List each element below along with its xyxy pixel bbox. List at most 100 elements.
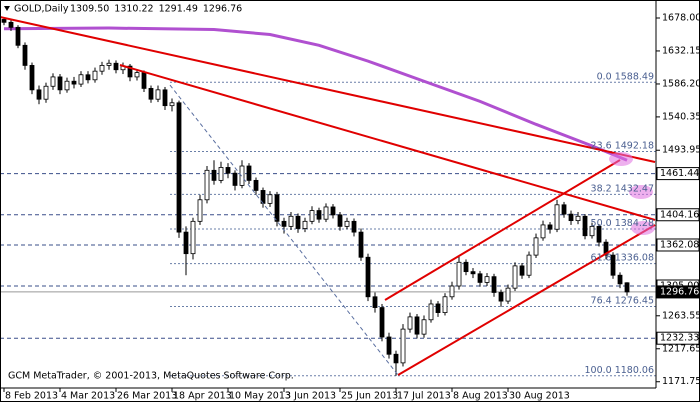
candle-body <box>344 220 350 227</box>
candle-body <box>323 206 329 220</box>
y-tick-label: 1586.20 <box>662 78 700 89</box>
candle-body <box>169 102 175 107</box>
candle-body <box>561 204 567 215</box>
candle-body <box>589 225 595 237</box>
trendline <box>0 16 656 163</box>
candle-body <box>232 172 238 186</box>
candle-body <box>22 44 28 66</box>
price-box-label: 1461.44 <box>660 168 699 179</box>
candle-body <box>533 237 539 256</box>
candle-body <box>162 89 168 107</box>
candle-body <box>554 204 560 230</box>
y-tick-label: 1171.75 <box>662 376 700 387</box>
candle-body <box>288 215 294 227</box>
plot-area <box>0 16 656 377</box>
candle-body <box>281 220 287 227</box>
fib-level: 23.6 <box>591 140 612 151</box>
candle-body <box>470 271 476 275</box>
candle-body <box>575 215 581 222</box>
candle-body <box>337 214 343 227</box>
candle-body <box>225 167 231 174</box>
fib-price: 1180.06 <box>615 364 654 375</box>
candle-body <box>57 76 63 91</box>
fib-level: 50.0 <box>591 218 612 229</box>
fib-label: 61.8 1336.08 <box>591 252 654 263</box>
price-box <box>656 167 700 181</box>
candle-body <box>29 65 35 91</box>
candle-body <box>519 265 525 276</box>
candle-body <box>64 80 70 91</box>
candle-body <box>302 220 308 229</box>
candle-body <box>85 74 91 81</box>
candle-body <box>218 167 224 181</box>
price-box <box>656 331 700 345</box>
fib-level: 76.4 <box>591 295 612 306</box>
highlight <box>631 221 655 235</box>
candle-body <box>134 72 140 78</box>
fib-level: 38.2 <box>591 183 612 194</box>
x-tick-label: 4 Mar 2013 <box>61 391 115 402</box>
y-tick-label: 1493.95 <box>662 145 700 156</box>
candle-body <box>442 296 448 313</box>
fib-price: 1432.47 <box>615 183 654 194</box>
candle-body <box>484 276 490 283</box>
trendline <box>384 159 621 301</box>
candle-body <box>190 220 196 255</box>
x-tick-label: 8 Aug 2013 <box>453 391 508 402</box>
candle-body <box>211 169 217 181</box>
candle-body <box>316 210 322 220</box>
candle-body <box>274 194 280 222</box>
candle-body <box>456 261 462 287</box>
footer: GCM MetaTrader, © 2001-2013, MetaQuotes … <box>8 371 294 382</box>
fib-price: 1588.49 <box>615 71 654 82</box>
y-tick-label: 1540.35 <box>662 111 700 122</box>
candle-body <box>309 210 315 222</box>
trendline <box>119 64 656 221</box>
highlight <box>609 152 633 166</box>
candle-body <box>330 206 336 216</box>
candle-body <box>435 303 441 313</box>
price-box <box>656 208 700 222</box>
candle-body <box>239 165 245 186</box>
candle-body <box>610 254 616 276</box>
candle-body <box>99 65 105 72</box>
price-box <box>656 238 700 252</box>
fib-label: 0.0 1588.49 <box>597 71 654 82</box>
candle-body <box>183 231 189 255</box>
candle-body <box>36 89 42 100</box>
candle-body <box>204 169 210 201</box>
price-box-label: 1404.16 <box>660 209 699 220</box>
fib-label: 76.4 1276.45 <box>591 295 654 306</box>
candle-body <box>603 241 609 256</box>
price-box <box>656 285 700 299</box>
candle-body <box>106 62 112 66</box>
candle-body <box>582 215 588 237</box>
y-tick-label: 1632.15 <box>662 45 700 56</box>
candle-body <box>491 276 497 293</box>
candle-body <box>197 199 203 222</box>
candle-body <box>449 285 455 298</box>
header-value: 1291.49 <box>159 4 198 15</box>
trendline <box>169 84 399 376</box>
x-tick-label: 8 Feb 2013 <box>5 391 58 402</box>
candle-body <box>148 88 154 100</box>
candle-body <box>624 282 630 293</box>
highlights <box>609 152 655 235</box>
chart-title: GOLD,Daily <box>14 4 69 15</box>
candle-body <box>526 254 532 276</box>
candle-body <box>50 76 56 87</box>
candle-body <box>379 307 385 338</box>
fib-label: 100.0 1180.06 <box>585 364 655 375</box>
menu-arrow[interactable] <box>4 6 10 11</box>
candle-body <box>498 292 504 302</box>
fib-label: 23.6 1492.18 <box>591 140 654 151</box>
candle-body <box>351 220 357 233</box>
moving-average <box>3 26 628 162</box>
candle-body <box>15 26 21 46</box>
candle-body <box>386 336 392 355</box>
price-box-label: 1362.08 <box>660 239 699 250</box>
fib-level: 0.0 <box>597 71 612 82</box>
candle-body <box>78 74 84 85</box>
candle-body <box>540 224 546 239</box>
